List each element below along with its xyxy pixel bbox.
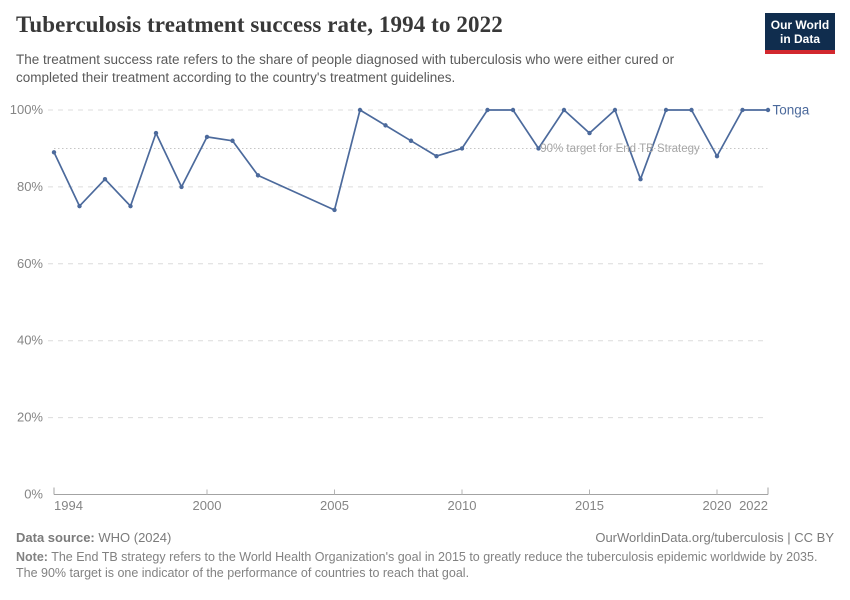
data-point-marker[interactable] xyxy=(357,107,363,113)
data-point-marker[interactable] xyxy=(179,184,184,190)
data-point-marker[interactable] xyxy=(332,207,337,213)
data-point-marker[interactable] xyxy=(510,107,516,113)
data-point-marker[interactable] xyxy=(434,153,439,159)
data-point-marker[interactable] xyxy=(714,153,720,159)
footer-source-row: Data source: WHO (2024) OurWorldinData.o… xyxy=(16,530,834,545)
data-point-marker[interactable] xyxy=(689,107,694,113)
data-point-marker[interactable] xyxy=(663,107,669,113)
series-line[interactable] xyxy=(53,109,769,211)
series-label: Tonga xyxy=(773,103,810,118)
data-point-marker[interactable] xyxy=(536,146,541,151)
x-axis-tick-label: 2005 xyxy=(320,498,349,513)
gridlines-group: 0% 20% 40% 60% 80% 100% xyxy=(10,102,768,502)
x-axis-tick-label: 2022 xyxy=(739,498,768,513)
data-point-marker[interactable] xyxy=(128,203,133,209)
owid-logo-line2: in Data xyxy=(779,32,820,46)
data-point-marker[interactable] xyxy=(77,203,82,209)
data-source-line: Data source: WHO (2024) xyxy=(16,530,171,545)
data-point-marker[interactable] xyxy=(204,134,210,140)
owid-logo-line1: Our World xyxy=(770,18,830,32)
y-axis-tick-label: 0% xyxy=(24,487,43,502)
x-axis-tick-label: 2010 xyxy=(448,498,477,513)
data-point-marker[interactable] xyxy=(638,177,643,182)
data-point-marker[interactable] xyxy=(740,107,745,113)
data-point-marker[interactable] xyxy=(408,138,414,143)
data-point-marker[interactable] xyxy=(561,107,567,113)
data-point-marker[interactable] xyxy=(459,146,465,151)
y-axis-tick-label: 80% xyxy=(17,179,43,194)
data-point-marker[interactable] xyxy=(230,138,235,143)
data-source-label: Data source: xyxy=(16,530,95,545)
footer-note: Note: The End TB strategy refers to the … xyxy=(16,550,834,581)
y-axis-tick-label: 100% xyxy=(10,102,44,117)
x-axis-group: 1994 2000 2005 2010 2015 2020 2022 xyxy=(53,487,769,513)
data-point-marker[interactable] xyxy=(255,173,261,178)
x-axis-tick-label: 2000 xyxy=(193,498,222,513)
owid-url-link[interactable]: OurWorldinData.org/tuberculosis | CC BY xyxy=(595,530,834,545)
data-point-marker[interactable] xyxy=(765,107,771,113)
y-axis-tick-label: 60% xyxy=(17,256,43,271)
y-axis-tick-label: 20% xyxy=(17,410,43,425)
note-label: Note: xyxy=(16,550,48,564)
x-axis-tick-label: 1994 xyxy=(54,498,83,513)
data-point-marker[interactable] xyxy=(51,150,57,155)
data-source-value: WHO (2024) xyxy=(94,530,172,545)
owid-logo[interactable]: Our World in Data xyxy=(765,13,835,54)
x-axis-tick-label: 2015 xyxy=(575,498,604,513)
data-point-marker[interactable] xyxy=(612,107,618,113)
note-text: The End TB strategy refers to the World … xyxy=(16,550,818,580)
page-title: Tuberculosis treatment success rate, 199… xyxy=(16,12,503,37)
data-series-group[interactable] xyxy=(51,107,771,213)
data-point-marker[interactable] xyxy=(485,107,490,113)
y-axis-tick-label: 40% xyxy=(17,333,43,348)
chart-subtitle: The treatment success rate refers to the… xyxy=(16,52,675,85)
data-point-marker[interactable] xyxy=(587,130,592,136)
data-point-marker[interactable] xyxy=(383,123,388,128)
target-line-label: 90% target for End TB Strategy xyxy=(540,143,700,155)
data-point-marker[interactable] xyxy=(153,130,159,136)
x-axis-tick-label: 2020 xyxy=(703,498,732,513)
data-point-marker[interactable] xyxy=(102,177,108,182)
